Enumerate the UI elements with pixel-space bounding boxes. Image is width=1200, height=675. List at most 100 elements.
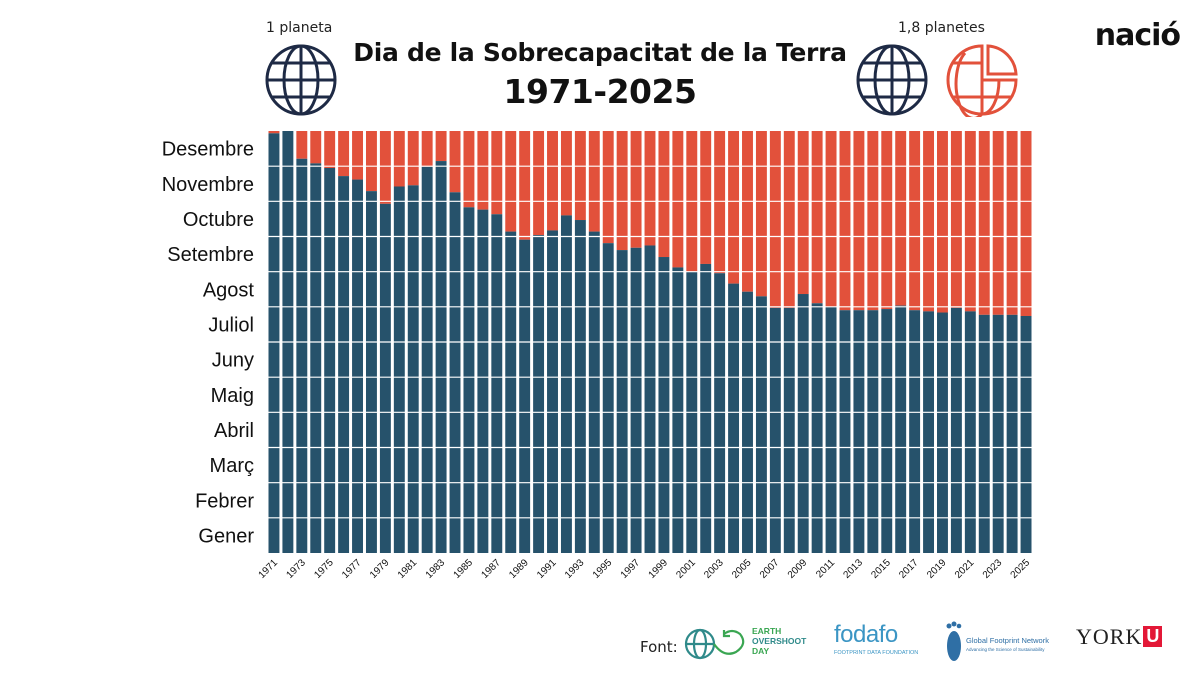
bar-after-overshoot-2012 [839, 131, 851, 311]
year-tick-label: 2011 [814, 557, 837, 580]
bar-after-overshoot-2008 [783, 131, 795, 308]
eod-line1: EARTH [752, 626, 782, 636]
bar-before-overshoot-1986 [477, 209, 489, 553]
bars-group [268, 131, 1032, 554]
bar-after-overshoot-1985 [463, 131, 475, 208]
bar-after-overshoot-1988 [505, 131, 517, 232]
bar-before-overshoot-2009 [797, 294, 809, 553]
year-tick-label: 1973 [284, 557, 308, 581]
bar-before-overshoot-1978 [365, 191, 377, 553]
bar-before-overshoot-1999 [658, 257, 670, 553]
bar-before-overshoot-2020 [950, 307, 962, 553]
year-tick-label: 2005 [730, 557, 754, 581]
bar-after-overshoot-2006 [755, 131, 767, 297]
bar-before-overshoot-2015 [881, 309, 893, 553]
bar-before-overshoot-2018 [923, 311, 935, 553]
global-footprint-network-logo: Global Footprint Network Advancing the S… [944, 620, 1064, 666]
bar-after-overshoot-1974 [310, 131, 322, 164]
bar-after-overshoot-1991 [547, 131, 558, 231]
month-label: Setembre [167, 244, 254, 266]
bar-before-overshoot-1983 [435, 161, 447, 553]
york-name: YORK [1076, 624, 1143, 649]
planets-needed-label: 1,8 planetes [898, 20, 985, 36]
footprint-icon [946, 621, 962, 661]
bar-before-overshoot-2017 [909, 310, 921, 553]
bar-after-overshoot-1996 [616, 131, 628, 251]
month-label: Novembre [162, 174, 254, 196]
chart-subtitle: 1971-2025 [503, 72, 697, 111]
bar-before-overshoot-1985 [463, 207, 475, 553]
bar-after-overshoot-2023 [992, 131, 1004, 315]
month-label: Maig [211, 385, 254, 407]
bar-after-overshoot-1994 [588, 131, 600, 232]
bar-before-overshoot-1994 [588, 231, 600, 553]
bar-before-overshoot-1975 [324, 167, 336, 553]
year-tick-label: 1995 [591, 557, 615, 581]
bar-before-overshoot-2003 [714, 273, 726, 553]
bar-before-overshoot-1976 [338, 176, 350, 554]
bar-before-overshoot-1988 [505, 231, 517, 553]
year-tick-label: 2021 [953, 557, 977, 581]
bar-before-overshoot-1984 [449, 192, 461, 553]
york-mark: U [1143, 626, 1163, 647]
bar-after-overshoot-2013 [853, 131, 865, 311]
year-tick-label: 2017 [897, 557, 921, 581]
york-university-logo: YORK U [1076, 624, 1176, 654]
bar-before-overshoot-1974 [310, 163, 322, 553]
bar-before-overshoot-1977 [352, 179, 363, 553]
year-tick-label: 2009 [786, 557, 810, 581]
year-tick-label: 2003 [702, 557, 726, 581]
globe-icon [265, 44, 337, 116]
bar-before-overshoot-2013 [853, 310, 865, 553]
year-tick-label: 1997 [619, 557, 643, 581]
bar-after-overshoot-2000 [672, 131, 684, 268]
year-labels: 1971 1973 1975 1977 1979 1981 1983 1985 1987 1989… [257, 557, 1033, 581]
earth-overshoot-day-logo: EARTH OVERSHOOT DAY [684, 624, 824, 664]
year-tick-label: 1987 [479, 557, 503, 581]
eod-line2: OVERSHOOT [752, 636, 807, 646]
year-tick-label: 1993 [563, 557, 587, 581]
bar-before-overshoot-2006 [755, 296, 767, 553]
month-label: Juny [212, 350, 254, 372]
bar-before-overshoot-1998 [644, 245, 656, 554]
bar-before-overshoot-2010 [811, 303, 823, 553]
bar-after-overshoot-1992 [560, 131, 572, 216]
one-planet-label: 1 planeta [266, 20, 333, 36]
month-label: Març [210, 455, 254, 477]
year-tick-label: 1979 [368, 557, 392, 581]
bar-after-overshoot-1978 [365, 131, 377, 192]
year-tick-label: 1977 [340, 557, 364, 581]
bar-after-overshoot-1977 [352, 131, 363, 180]
month-label: Gener [198, 525, 254, 547]
bar-after-overshoot-2024 [1006, 131, 1018, 315]
bar-before-overshoot-1982 [421, 166, 433, 553]
bar-after-overshoot-1993 [574, 131, 586, 221]
overshoot-chart: Gener Febrer Març Abril Maig Juny Juliol Agost S… [162, 131, 1033, 581]
bar-before-overshoot-2024 [1006, 314, 1018, 553]
bar-after-overshoot-2011 [825, 131, 837, 307]
bar-after-overshoot-1980 [393, 131, 405, 187]
year-tick-label: 2007 [758, 557, 782, 581]
eod-line3: DAY [752, 646, 770, 656]
month-gridlines [267, 165, 1033, 519]
bar-after-overshoot-1997 [630, 131, 642, 248]
gfn-tagline: Advancing the Science of Sustainability [966, 647, 1045, 652]
bar-before-overshoot-1973 [296, 158, 308, 554]
bar-after-overshoot-2009 [797, 131, 809, 295]
bar-before-overshoot-2019 [937, 312, 948, 553]
bar-before-overshoot-2004 [728, 283, 740, 553]
bar-after-overshoot-2005 [742, 131, 753, 292]
bar-after-overshoot-1990 [533, 131, 545, 236]
bar-after-overshoot-2016 [895, 131, 907, 306]
bar-before-overshoot-1981 [407, 185, 419, 553]
month-label: Octubre [183, 209, 254, 231]
bar-after-overshoot-1999 [658, 131, 670, 258]
year-tick-label: 1989 [507, 557, 531, 581]
bar-before-overshoot-1979 [379, 203, 391, 553]
bar-before-overshoot-1971 [268, 133, 280, 554]
bar-after-overshoot-2015 [881, 131, 893, 310]
bar-before-overshoot-1992 [560, 215, 572, 553]
bar-after-overshoot-2010 [811, 131, 823, 304]
bar-before-overshoot-2011 [825, 306, 837, 553]
bar-after-overshoot-2007 [769, 131, 781, 308]
